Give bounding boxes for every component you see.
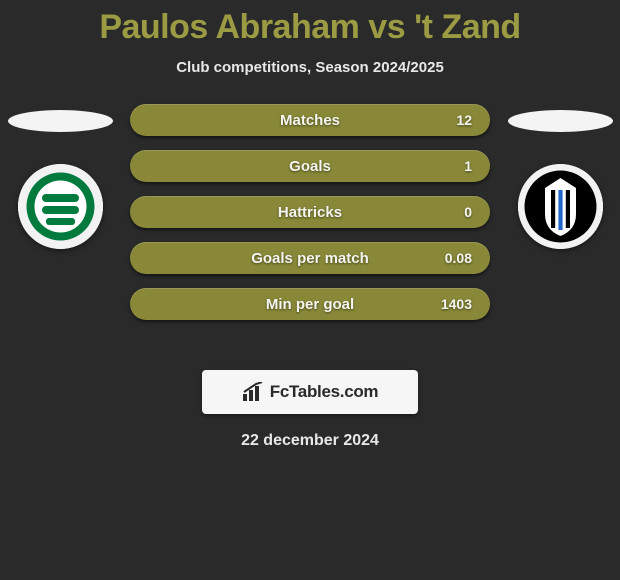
comparison-content: Matches 12 Goals 1 Hattricks 0 Goals per… (0, 104, 620, 344)
date-text: 22 december 2024 (0, 432, 620, 450)
left-player-column (0, 104, 120, 249)
stat-value: 0.08 (445, 250, 472, 266)
subtitle: Club competitions, Season 2024/2025 (0, 59, 620, 76)
right-dash (508, 110, 613, 132)
right-player-column (500, 104, 620, 249)
stat-label: Hattricks (278, 204, 342, 221)
stat-value: 1403 (441, 296, 472, 312)
stat-label: Min per goal (266, 296, 354, 313)
stat-value: 0 (464, 204, 472, 220)
stat-row-matches: Matches 12 (130, 104, 490, 136)
left-club-logo (18, 164, 103, 249)
stat-value: 12 (456, 112, 472, 128)
groningen-logo-icon (18, 164, 103, 249)
left-dash (8, 110, 113, 132)
right-club-logo (518, 164, 603, 249)
stat-row-goals: Goals 1 (130, 150, 490, 182)
stat-row-mpg: Min per goal 1403 (130, 288, 490, 320)
stat-row-gpm: Goals per match 0.08 (130, 242, 490, 274)
stat-label: Goals per match (251, 250, 369, 267)
stat-value: 1 (464, 158, 472, 174)
brand-text: FcTables.com (270, 382, 379, 402)
stat-label: Matches (280, 112, 340, 129)
heracles-logo-icon (518, 164, 603, 249)
stats-list: Matches 12 Goals 1 Hattricks 0 Goals per… (130, 104, 490, 320)
bars-icon (242, 382, 266, 402)
stat-row-hattricks: Hattricks 0 (130, 196, 490, 228)
page-title: Paulos Abraham vs 't Zand (0, 0, 620, 47)
stat-label: Goals (289, 158, 331, 175)
brand-box[interactable]: FcTables.com (202, 370, 418, 414)
